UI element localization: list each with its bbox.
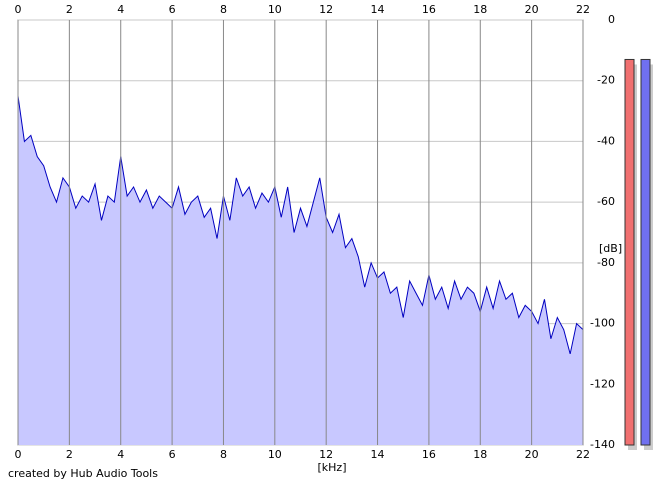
- x-tick-label: 16: [422, 448, 436, 461]
- x-tick-label: 18: [473, 448, 487, 461]
- x-tick-label-top: 2: [66, 3, 73, 16]
- x-tick-label-top: 18: [473, 3, 487, 16]
- x-tick-label-top: 22: [576, 3, 590, 16]
- y-tick-label: -100: [590, 317, 615, 330]
- x-tick-label-top: 0: [15, 3, 22, 16]
- x-tick-label: 8: [220, 448, 227, 461]
- x-tick-label: 4: [117, 448, 124, 461]
- x-tick-label: 2: [66, 448, 73, 461]
- x-tick-label-top: 16: [422, 3, 436, 16]
- x-tick-label-top: 8: [220, 3, 227, 16]
- y-tick-label: -120: [590, 377, 615, 390]
- x-tick-label-top: 20: [525, 3, 539, 16]
- x-tick-label-top: 10: [268, 3, 282, 16]
- x-tick-label: 20: [525, 448, 539, 461]
- spectrum-area: [18, 95, 583, 446]
- x-tick-label-top: 6: [169, 3, 176, 16]
- y-tick-label: -60: [597, 195, 615, 208]
- y-axis-label: [dB]: [599, 242, 622, 255]
- x-tick-label: 0: [15, 448, 22, 461]
- x-tick-label: 12: [319, 448, 333, 461]
- level-meter: [624, 58, 635, 446]
- y-tick-label: -140: [590, 438, 615, 451]
- x-tick-label: 10: [268, 448, 282, 461]
- x-axis-label: [kHz]: [318, 461, 347, 474]
- footer: created by Hub Audio Tools: [8, 467, 158, 480]
- y-tick-label: -80: [597, 256, 615, 269]
- spectrum-line: [17, 95, 584, 355]
- x-tick-label: 6: [169, 448, 176, 461]
- x-tick-label: 22: [576, 448, 590, 461]
- x-tick-label-top: 14: [371, 3, 385, 16]
- level-meter: [640, 58, 651, 446]
- x-tick-label-top: 4: [117, 3, 124, 16]
- y-tick-label: -20: [597, 74, 615, 87]
- x-tick-label-top: 12: [319, 3, 333, 16]
- y-tick-label: 0: [608, 13, 615, 26]
- y-tick-label: -40: [597, 134, 615, 147]
- x-tick-label: 14: [371, 448, 385, 461]
